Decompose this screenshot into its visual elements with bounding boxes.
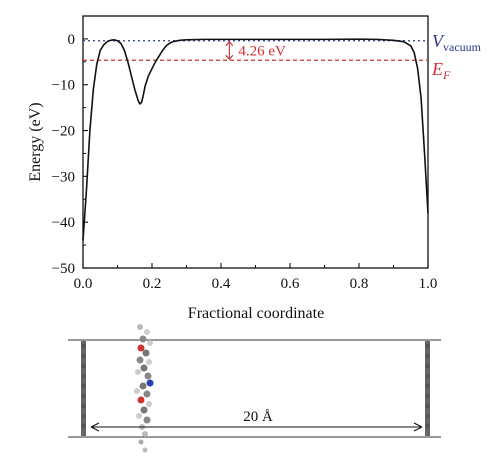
distance-arrow — [90, 422, 423, 432]
left-graphene-layer — [81, 341, 86, 436]
gap-arrow-head-top — [225, 40, 234, 47]
y-tick-label: −50 — [52, 261, 75, 277]
fermi-level-label: EF — [431, 59, 451, 82]
vacuum-level-label: Vvacuum — [432, 31, 482, 54]
y-tick-label: −10 — [52, 78, 75, 94]
adsorbed-molecule — [134, 324, 154, 453]
x-tick-label: 0.6 — [281, 276, 300, 292]
reference-lines — [83, 40, 428, 61]
gap-arrow-head-bottom — [225, 54, 234, 61]
y-tick-label: −30 — [52, 169, 75, 185]
series-layer — [82, 38, 429, 241]
gap-annotation: 4.26 eV — [225, 40, 286, 61]
fermi-label-main: E — [431, 59, 443, 79]
right-graphene-layer — [425, 341, 430, 436]
energy-profile-line — [82, 38, 429, 241]
x-tick-label: 0.2 — [143, 276, 162, 292]
y-tick-label: 0 — [68, 32, 76, 48]
vacuum-label-main: V — [432, 31, 445, 51]
x-tick-label: 1.0 — [419, 276, 438, 292]
x-axis-title: Fractional coordinate — [188, 305, 324, 322]
y-axis-ticks: 0 −10 −20 −30 −40 −50 — [52, 32, 88, 277]
y-axis-title: Energy (eV) — [27, 102, 44, 181]
vacuum-label-sub: vacuum — [443, 40, 482, 54]
distance-label: 20 Å — [243, 409, 273, 425]
y-tick-label: −20 — [52, 124, 75, 140]
x-tick-label: 0.8 — [350, 276, 369, 292]
y-tick-label: −40 — [52, 215, 75, 231]
x-tick-label: 0.4 — [212, 276, 231, 292]
slab-structure-illustration: 20 Å — [68, 324, 441, 453]
fermi-label-sub: F — [442, 68, 451, 82]
x-tick-label: 0.0 — [74, 276, 93, 292]
gap-label: 4.26 eV — [238, 44, 286, 60]
x-axis-ticks: 0.0 0.2 0.4 0.6 0.8 1.0 — [74, 263, 438, 292]
